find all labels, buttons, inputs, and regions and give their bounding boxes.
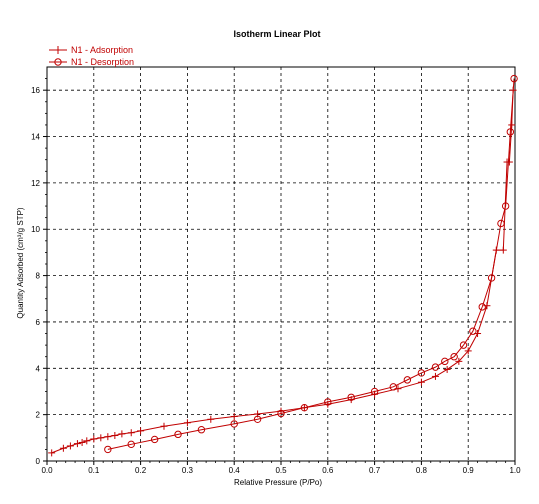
x-tick-label: 0.4 bbox=[229, 466, 241, 475]
desorption-point bbox=[459, 341, 468, 349]
adsorption-point bbox=[137, 427, 145, 435]
desorption-point bbox=[347, 393, 355, 401]
y-axis-label: Quantity Adsorbed (cm³/g STP) bbox=[16, 207, 25, 318]
adsorption-point bbox=[230, 413, 238, 421]
legend-desorption-marker bbox=[54, 58, 62, 66]
adsorption-point bbox=[499, 246, 507, 254]
adsorption-point bbox=[464, 347, 472, 355]
desorption-point bbox=[478, 303, 486, 311]
adsorption-line bbox=[51, 90, 514, 454]
desorption-point bbox=[104, 445, 112, 454]
desorption-point bbox=[417, 369, 426, 377]
y-tick-label: 10 bbox=[31, 225, 40, 234]
grid-layer bbox=[47, 67, 515, 461]
adsorption-point bbox=[508, 121, 516, 129]
desorption-point bbox=[450, 353, 458, 361]
axis-layer: 0.0 0.1 0.2 0.3 0.4 0.5 0.6 0.7 0.8 0.9 1.0 0 2 4 6 8 10… bbox=[31, 66, 521, 475]
desorption-point bbox=[501, 202, 510, 210]
x-axis-label: Relative Pressure (P/Po) bbox=[234, 478, 322, 487]
desorption-point bbox=[150, 435, 159, 444]
desorption-point bbox=[174, 430, 182, 439]
x-tick-label: 0.5 bbox=[275, 466, 287, 475]
y-tick-label: 4 bbox=[36, 364, 41, 373]
x-tick-label: 0.3 bbox=[182, 466, 194, 475]
adsorption-point bbox=[111, 432, 119, 440]
desorption-point bbox=[497, 219, 505, 228]
y-tick-label: 14 bbox=[31, 133, 40, 142]
desorption-point bbox=[389, 383, 398, 391]
adsorption-point bbox=[118, 430, 126, 438]
adsorption-point bbox=[48, 449, 56, 457]
chart-title: Isotherm Linear Plot bbox=[233, 29, 320, 39]
x-tick-label: 0.2 bbox=[135, 466, 147, 475]
legend: N1 - Adsorption N1 - Desorption bbox=[49, 45, 134, 67]
adsorption-point bbox=[483, 302, 491, 310]
desorption-point bbox=[506, 128, 515, 136]
desorption-point bbox=[324, 398, 332, 406]
desorption-point bbox=[370, 387, 379, 396]
adsorption-point bbox=[183, 419, 191, 427]
adsorption-point bbox=[66, 442, 74, 450]
legend-desorption-label: N1 - Desorption bbox=[71, 57, 134, 67]
desorption-point bbox=[487, 274, 496, 282]
x-tick-label: 0.9 bbox=[463, 466, 475, 475]
desorption-point bbox=[469, 327, 477, 335]
desorption-point bbox=[230, 420, 238, 428]
adsorption-point bbox=[59, 444, 67, 452]
adsorption-point bbox=[417, 378, 425, 386]
y-tick-label: 6 bbox=[36, 318, 41, 327]
adsorption-point bbox=[104, 433, 112, 441]
desorption-point bbox=[300, 403, 309, 412]
adsorption-point bbox=[73, 440, 81, 448]
desorption-line bbox=[107, 78, 515, 450]
adsorption-point bbox=[78, 438, 86, 446]
desorption-point bbox=[431, 363, 440, 371]
desorption-point bbox=[197, 426, 206, 434]
adsorption-point bbox=[127, 429, 135, 437]
y-tick-label: 16 bbox=[31, 86, 40, 95]
x-tick-label: 0.7 bbox=[369, 466, 381, 475]
adsorption-point bbox=[431, 372, 439, 380]
adsorption-point bbox=[443, 365, 451, 373]
x-tick-label: 0.0 bbox=[41, 466, 53, 475]
y-tick-label: 0 bbox=[36, 457, 41, 466]
desorption-point bbox=[510, 74, 518, 83]
x-tick-label: 0.1 bbox=[88, 466, 100, 475]
y-tick-label: 8 bbox=[36, 272, 41, 281]
adsorption-point bbox=[83, 437, 91, 445]
desorption-point bbox=[127, 440, 135, 449]
desorption-point bbox=[253, 415, 262, 423]
plot-frame bbox=[46, 66, 516, 462]
x-tick-label: 0.6 bbox=[322, 466, 334, 475]
adsorption-point bbox=[160, 422, 168, 430]
y-tick-label: 12 bbox=[31, 179, 40, 188]
series-layer bbox=[48, 74, 518, 457]
x-tick-label: 0.8 bbox=[416, 466, 428, 475]
adsorption-point bbox=[97, 434, 105, 442]
legend-adsorption-label: N1 - Adsorption bbox=[71, 45, 133, 55]
desorption-point bbox=[441, 357, 449, 366]
x-tick-label: 1.0 bbox=[509, 466, 521, 475]
adsorption-point bbox=[505, 158, 513, 166]
desorption-point bbox=[403, 376, 412, 384]
desorption-point bbox=[277, 409, 285, 418]
adsorption-point bbox=[90, 435, 98, 443]
adsorption-point bbox=[455, 357, 463, 365]
y-tick-label: 2 bbox=[36, 411, 41, 420]
adsorption-point bbox=[207, 415, 215, 423]
